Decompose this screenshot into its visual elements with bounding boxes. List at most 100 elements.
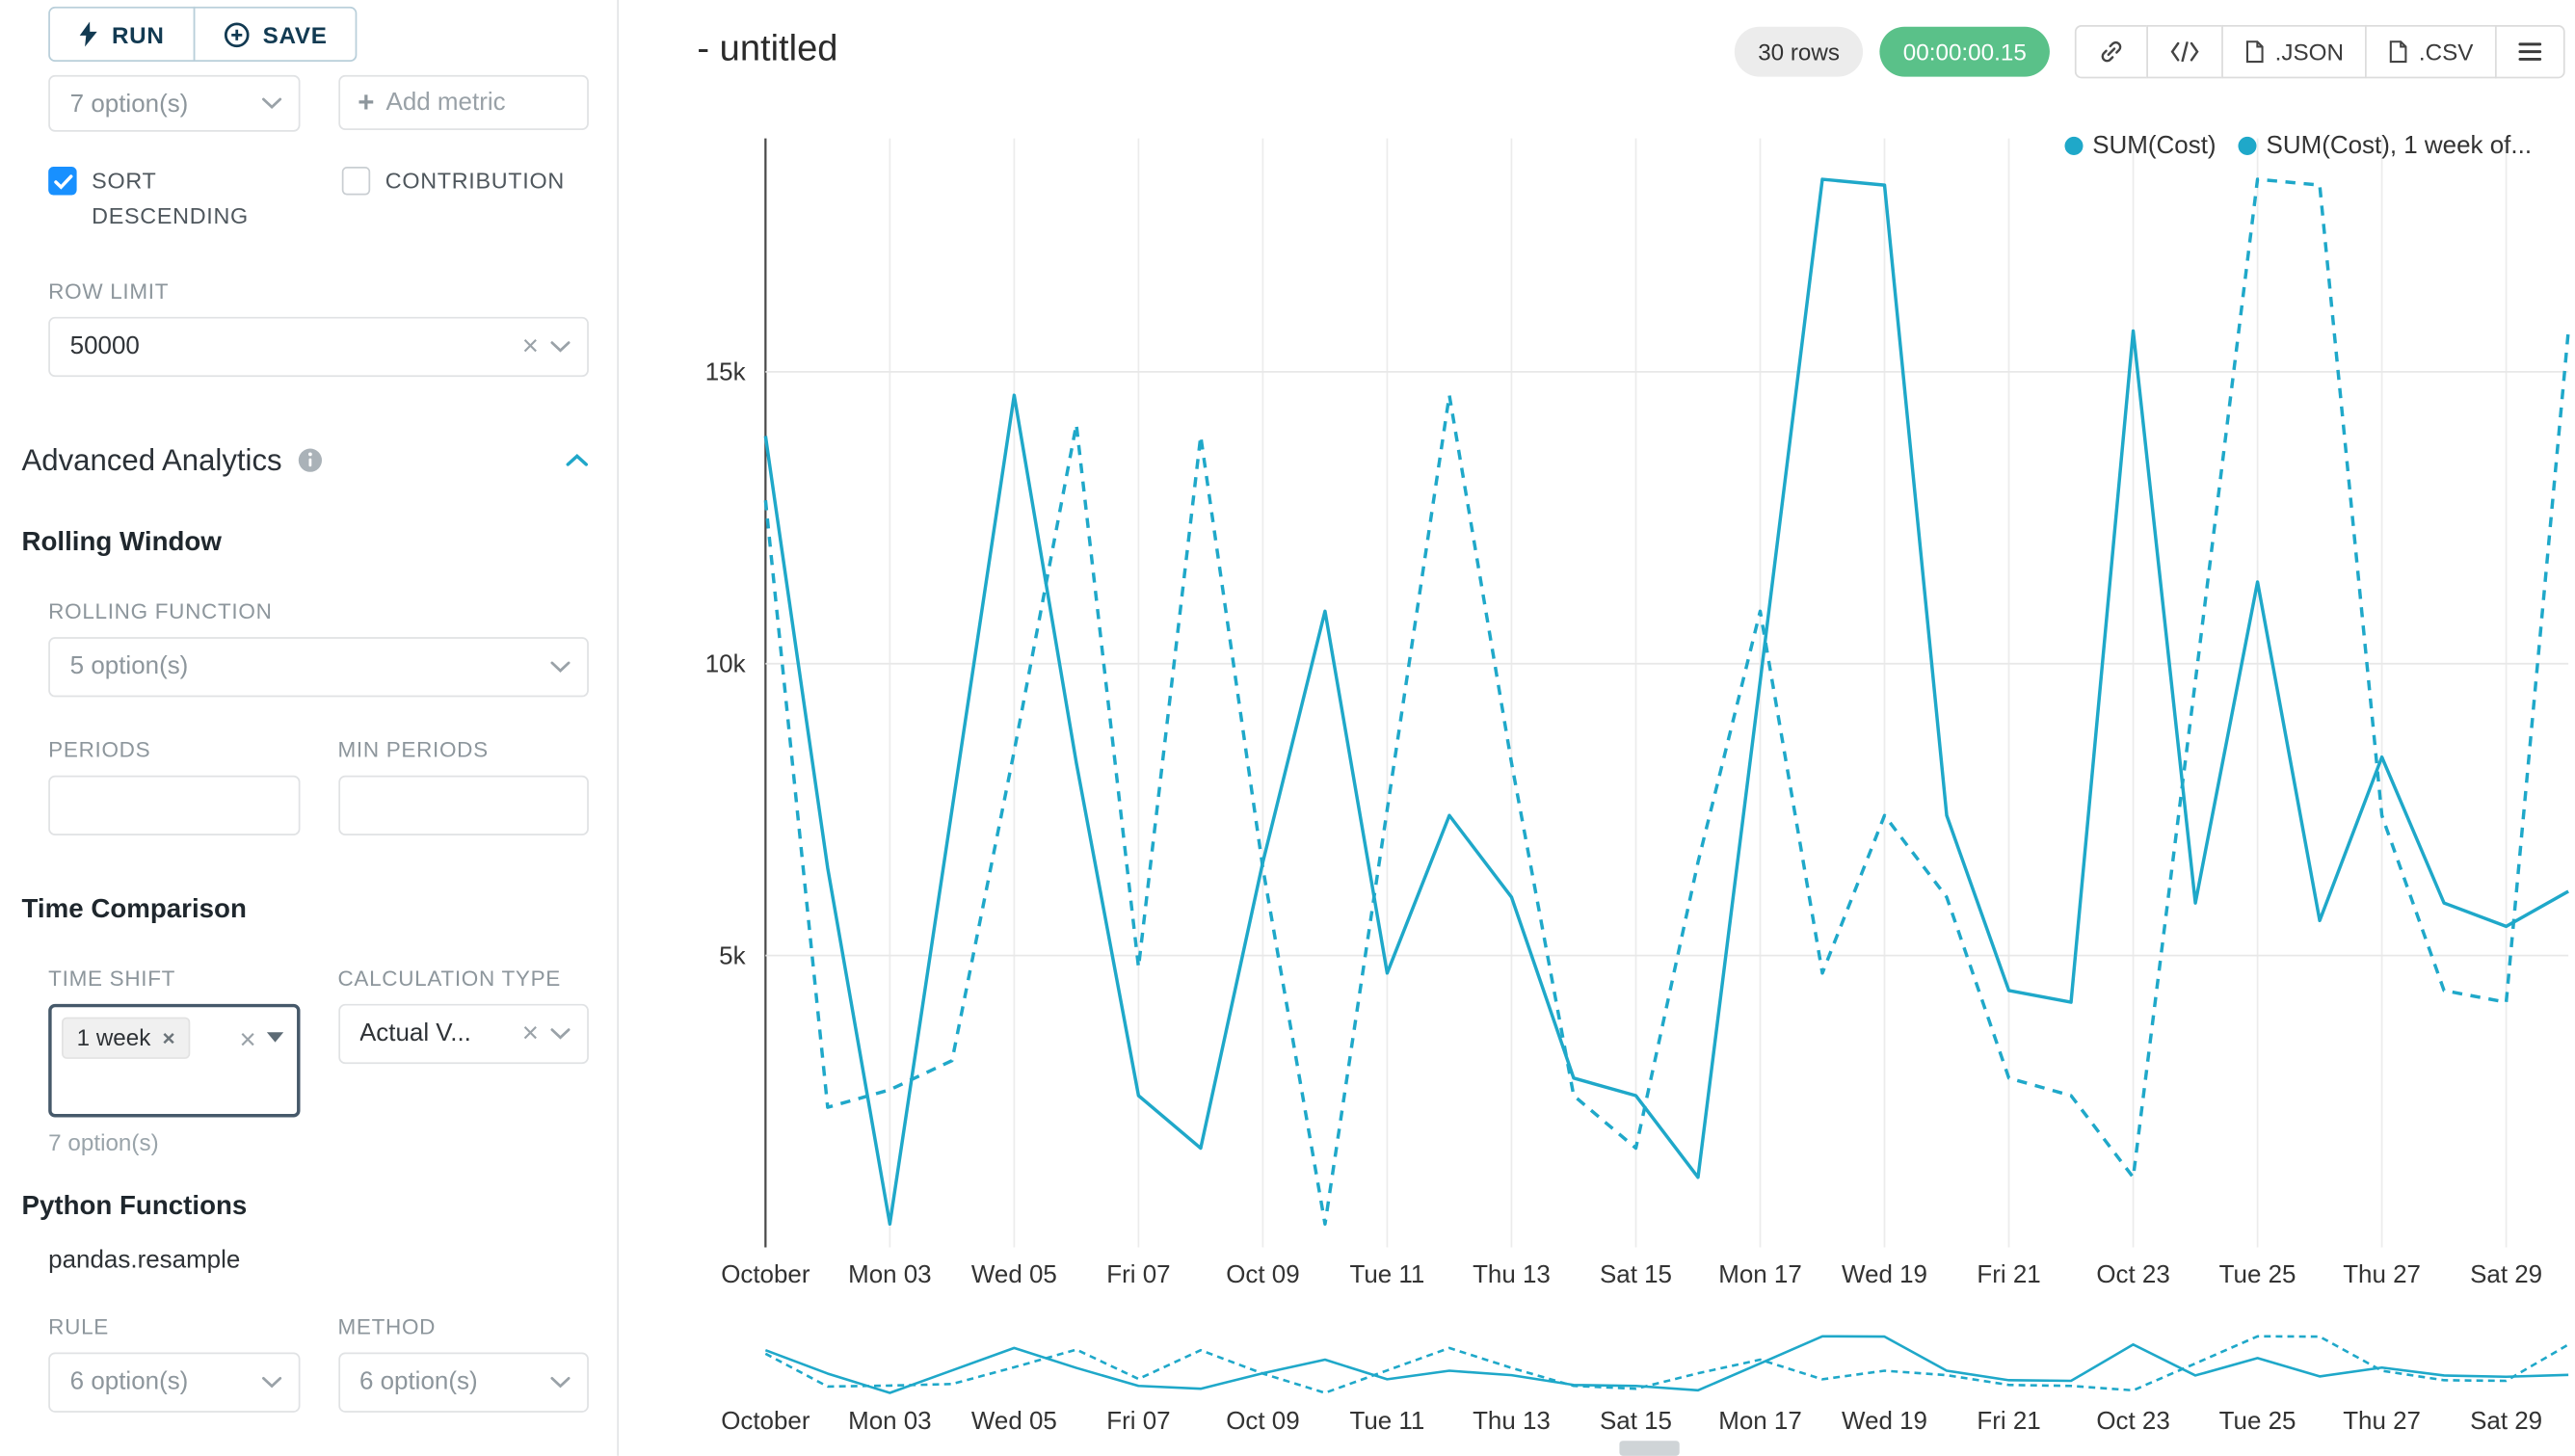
svg-text:Sat 29: Sat 29 [2470, 1261, 2542, 1288]
add-metric-button[interactable]: + Add metric [337, 74, 589, 130]
svg-text:Fri 07: Fri 07 [1106, 1408, 1170, 1435]
svg-text:Mon 03: Mon 03 [848, 1408, 932, 1435]
legend-label: SUM(Cost), 1 week of... [2266, 131, 2533, 161]
clear-icon[interactable]: × [521, 331, 539, 363]
chevron-down-icon [550, 1376, 571, 1389]
calculation-type-value: Actual V... [358, 1019, 471, 1048]
svg-text:October: October [721, 1408, 810, 1435]
svg-text:Oct 09: Oct 09 [1226, 1408, 1299, 1435]
time-shift-label: TIME SHIFT [48, 965, 176, 991]
method-select[interactable]: 6 option(s) [337, 1352, 589, 1413]
periods-input[interactable] [48, 775, 300, 835]
svg-text:Sat 15: Sat 15 [1600, 1408, 1672, 1435]
chevron-down-icon [550, 340, 571, 353]
contribution-label: CONTRIBUTION [385, 168, 565, 194]
lightning-icon [79, 21, 97, 47]
menu-button[interactable] [2494, 24, 2565, 79]
svg-text:Tue 25: Tue 25 [2219, 1261, 2296, 1288]
csv-label: .CSV [2418, 38, 2474, 66]
svg-text:Thu 13: Thu 13 [1473, 1408, 1551, 1435]
copy-link-button[interactable] [2075, 24, 2149, 79]
save-button-label: SAVE [262, 20, 328, 48]
chart-title: - untitled [697, 26, 838, 68]
embed-code-button[interactable] [2146, 24, 2224, 79]
svg-text:Fri 21: Fri 21 [1977, 1261, 2040, 1288]
chevron-down-icon [550, 661, 571, 673]
checkbox-row: SORT DESCENDING CONTRIBUTION [48, 165, 589, 234]
svg-text:Tue 25: Tue 25 [2219, 1408, 2296, 1435]
checkbox-unchecked-icon [341, 167, 371, 196]
rule-value: 6 option(s) [69, 1367, 189, 1397]
svg-text:Oct 23: Oct 23 [2096, 1408, 2169, 1435]
min-periods-label: MIN PERIODS [337, 736, 489, 762]
download-csv-button[interactable]: .CSV [2365, 24, 2497, 79]
download-json-button[interactable]: .JSON [2221, 24, 2368, 79]
svg-text:15k: 15k [705, 359, 746, 386]
svg-text:Wed 19: Wed 19 [1842, 1261, 1927, 1288]
contribution-checkbox[interactable]: CONTRIBUTION [341, 165, 565, 199]
rule-label: RULE [48, 1313, 109, 1339]
svg-text:Oct 23: Oct 23 [2096, 1261, 2169, 1288]
svg-text:Fri 07: Fri 07 [1106, 1261, 1170, 1288]
row-limit-label: ROW LIMIT [48, 278, 170, 304]
checkbox-checked-icon [48, 167, 77, 196]
chevron-up-icon[interactable] [566, 454, 589, 467]
svg-text:October: October [721, 1261, 810, 1288]
chart-canvas[interactable]: October October Mon 03 Mon 03 Wed 05 Wed 05 Fr… [619, 0, 2575, 1456]
action-buttons: RUN SAVE [48, 6, 589, 63]
chevron-down-icon [550, 1027, 571, 1040]
time-comparison-title: Time Comparison [21, 895, 247, 924]
code-icon [2170, 41, 2199, 63]
svg-text:Wed 19: Wed 19 [1842, 1408, 1927, 1435]
chart-panel: October October Mon 03 Mon 03 Wed 05 Wed 05 Fr… [619, 0, 2575, 1456]
legend-item[interactable]: SUM(Cost), 1 week of... [2238, 132, 2532, 160]
advanced-analytics-section-header[interactable]: Advanced Analytics [21, 443, 589, 478]
legend-item[interactable]: SUM(Cost) [2063, 132, 2217, 160]
calculation-type-select[interactable]: Actual V... × [337, 1003, 589, 1064]
file-icon [2390, 40, 2407, 64]
svg-text:Mon 17: Mon 17 [1718, 1408, 1802, 1435]
row-limit-select[interactable]: 50000 × [48, 316, 589, 377]
svg-text:5k: 5k [719, 942, 745, 969]
chart-resize-handle[interactable] [1619, 1441, 1680, 1456]
svg-text:Sat 15: Sat 15 [1600, 1261, 1672, 1288]
svg-text:Wed 05: Wed 05 [971, 1408, 1057, 1435]
rolling-function-select[interactable]: 5 option(s) [48, 636, 589, 698]
chart-legend: SUM(Cost) SUM(Cost), 1 week of... [2063, 132, 2532, 160]
min-periods-input[interactable] [337, 775, 589, 835]
svg-text:Mon 17: Mon 17 [1718, 1261, 1802, 1288]
legend-dot-icon [2238, 136, 2257, 155]
python-functions-title: Python Functions [21, 1192, 248, 1221]
sort-descending-label: SORT DESCENDING [92, 168, 249, 228]
control-panel: RUN SAVE 7 option(s) + Add m [0, 0, 620, 1456]
add-metric-label: Add metric [385, 88, 506, 118]
sort-descending-checkbox[interactable]: SORT DESCENDING [48, 165, 342, 234]
svg-text:Thu 27: Thu 27 [2343, 1261, 2421, 1288]
run-button-label: RUN [111, 20, 165, 48]
time-shift-tag-label: 1 week [76, 1024, 151, 1051]
info-icon [298, 449, 323, 473]
python-function-name: pandas.resample [48, 1245, 241, 1274]
plus-icon: + [358, 86, 375, 119]
clear-icon[interactable]: × [521, 1018, 539, 1050]
plus-circle-icon [224, 21, 249, 47]
link-icon [2101, 40, 2122, 63]
time-shift-select[interactable]: 1 week × × [48, 1003, 300, 1118]
svg-text:Sat 29: Sat 29 [2470, 1408, 2542, 1435]
time-shift-helper: 7 option(s) [48, 1128, 159, 1156]
legend-dot-icon [2063, 136, 2083, 155]
save-button[interactable]: SAVE [192, 6, 358, 63]
rule-select[interactable]: 6 option(s) [48, 1352, 300, 1413]
row-limit-value: 50000 [69, 331, 140, 361]
time-shift-tag: 1 week × [62, 1017, 191, 1059]
clear-icon[interactable]: × [239, 1023, 256, 1056]
metrics-select[interactable]: 7 option(s) [48, 74, 300, 132]
result-bar: 30 rows 00:00:00.15 .JSON .CSV [1734, 24, 2565, 79]
run-button[interactable]: RUN [48, 6, 195, 63]
metrics-select-value: 7 option(s) [69, 89, 189, 119]
advanced-analytics-title: Advanced Analytics [21, 443, 282, 477]
file-icon [2246, 40, 2264, 64]
svg-text:Wed 05: Wed 05 [971, 1261, 1057, 1288]
remove-tag-icon[interactable]: × [162, 1025, 175, 1051]
